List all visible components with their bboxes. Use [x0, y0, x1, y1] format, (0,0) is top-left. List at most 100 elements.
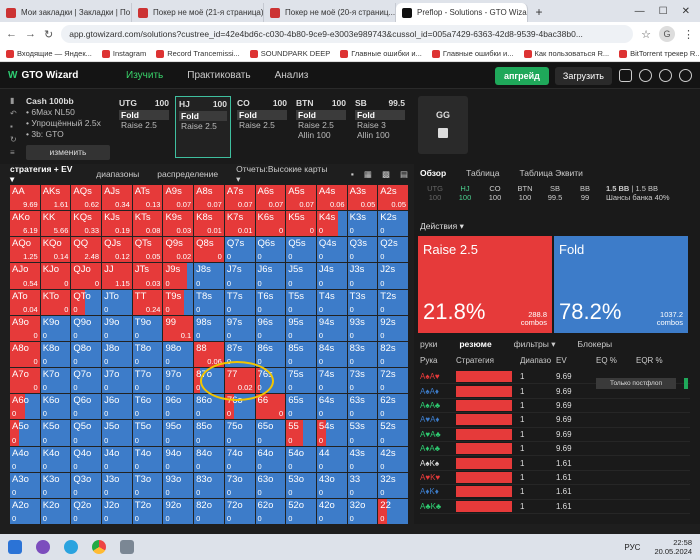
telegram-icon[interactable]: [64, 540, 78, 554]
browser-tab[interactable]: Preflop - Solutions - GTO Wiza...✕: [396, 3, 528, 22]
hand-cell[interactable]: Q8s 0: [194, 237, 224, 263]
hand-cell[interactable]: Q8o 0: [71, 341, 102, 368]
col-eqr[interactable]: EQR %: [636, 356, 663, 365]
hand-cell[interactable]: T9o 0: [132, 315, 163, 341]
col-range[interactable]: Диапазо: [520, 356, 552, 365]
hand-cell[interactable]: 96s 0: [255, 315, 286, 341]
hand-cell[interactable]: T3s 0: [347, 289, 378, 315]
hand-cell[interactable]: A5o 0: [10, 420, 40, 446]
hand-cell[interactable]: T5s 0: [286, 289, 316, 315]
hand-cell[interactable]: 86s 0: [255, 341, 286, 368]
undo-icon[interactable]: ↶: [10, 109, 17, 118]
hand-cell[interactable]: K6o 0: [40, 394, 71, 420]
hand-cell[interactable]: 85s 0: [286, 341, 316, 368]
hand-cell[interactable]: QJo 0: [71, 263, 102, 289]
hand-cell[interactable]: T8s 0: [194, 289, 224, 315]
hand-cell[interactable]: 93s 0: [347, 315, 378, 341]
back-icon[interactable]: ←: [6, 28, 17, 40]
bookmark-item[interactable]: Instagram: [101, 49, 146, 58]
hand-cell[interactable]: 82o 0: [194, 498, 224, 524]
hand-cell[interactable]: J6s 0: [255, 263, 286, 289]
hand-cell[interactable]: A6o 0: [10, 394, 40, 420]
hand-cell[interactable]: 99 0.1: [163, 315, 194, 341]
hand-cell[interactable]: 96o 0: [163, 394, 194, 420]
hand-cell[interactable]: K8o 0: [40, 341, 71, 368]
tab-overview[interactable]: Обзор: [420, 168, 447, 178]
tab-filters[interactable]: фильтры ▾: [513, 339, 556, 349]
hand-cell[interactable]: J4s 0: [316, 263, 347, 289]
hand-cell[interactable]: J8o 0: [102, 341, 132, 368]
hand-cell[interactable]: T4s 0: [316, 289, 347, 315]
hand-cell[interactable]: J4o 0: [102, 446, 132, 472]
hand-cell[interactable]: T5o 0: [132, 420, 163, 446]
hand-cell[interactable]: KTo 0: [40, 289, 71, 315]
position-action[interactable]: Fold: [296, 110, 346, 120]
hand-cell[interactable]: Q6s 0: [255, 237, 286, 263]
browser-tab[interactable]: Покер не моё (21-я страница)...✕: [132, 3, 264, 22]
grid-view-icon[interactable]: ▪: [350, 168, 354, 179]
position-action[interactable]: Raise 3: [357, 120, 386, 130]
tab-table[interactable]: Таблица: [466, 168, 500, 178]
url-input[interactable]: app.gtowizard.com/solutions?custree_id=4…: [61, 25, 634, 43]
hand-cell[interactable]: Q4o 0: [71, 446, 102, 472]
hand-cell[interactable]: 64s 0: [316, 394, 347, 420]
hand-cell[interactable]: 73o 0: [224, 472, 255, 498]
hand-cell[interactable]: 97o 0: [163, 368, 194, 394]
hand-cell[interactable]: 85o 0: [194, 420, 224, 446]
hand-cell[interactable]: 42s 0: [378, 446, 408, 472]
hand-cell[interactable]: K4s 0: [316, 211, 347, 237]
hand-cell[interactable]: 43o 0: [316, 472, 347, 498]
save-icon[interactable]: ▪: [10, 122, 13, 131]
hand-cell[interactable]: A4o 0: [10, 446, 40, 472]
hand-cell[interactable]: J6o 0: [102, 394, 132, 420]
hand-cell[interactable]: Q9o 0: [71, 315, 102, 341]
hand-cell[interactable]: 32o 0: [347, 498, 378, 524]
strip-position[interactable]: BTN 100: [510, 184, 540, 202]
col-eq[interactable]: EQ %: [596, 356, 617, 365]
minimize-icon[interactable]: —: [634, 6, 645, 17]
hand-cell[interactable]: J7o 0: [102, 368, 132, 394]
hand-cell[interactable]: 73s 0: [347, 368, 378, 394]
hand-cell[interactable]: 74o 0: [224, 446, 255, 472]
hand-row[interactable]: A♥K♥ 1 1.61: [420, 471, 690, 486]
hand-cell[interactable]: A8s 0.07: [194, 185, 224, 211]
raise-summary[interactable]: Raise 2.5 21.8% 288.8 combos: [418, 236, 552, 333]
hand-cell[interactable]: QQ 2.48: [71, 237, 102, 263]
hand-cell[interactable]: Q2s 0: [378, 237, 408, 263]
position-action[interactable]: Fold: [237, 110, 287, 120]
hand-cell[interactable]: 52o 0: [286, 498, 316, 524]
hand-row[interactable]: A♠K♠ 1 1.61: [420, 456, 690, 471]
hand-cell[interactable]: K3s 0: [347, 211, 378, 237]
hand-cell[interactable]: KTs 0.08: [132, 211, 163, 237]
hand-row[interactable]: A♠A♥ 1 9.69: [420, 370, 690, 385]
hand-row[interactable]: A♠A♣ 1 9.69: [420, 399, 690, 414]
bookmark-item[interactable]: BitTorrent трекер R...: [619, 49, 700, 58]
actions-dropdown[interactable]: Действия ▾: [420, 221, 464, 231]
col-strategy[interactable]: Стратегия: [456, 356, 494, 365]
hand-row[interactable]: A♣K♣ 1 1.61: [420, 500, 690, 514]
tab-strategy-ev[interactable]: стратегия + EV ▾: [10, 163, 73, 184]
hand-cell[interactable]: 32s 0: [378, 472, 408, 498]
hand-cell[interactable]: 33 0: [347, 472, 378, 498]
nav-study[interactable]: Изучить: [126, 70, 164, 81]
hand-cell[interactable]: T7s 0: [224, 289, 255, 315]
hand-cell[interactable]: Q5o 0: [71, 420, 102, 446]
hand-cell[interactable]: 95o 0: [163, 420, 194, 446]
upgrade-button[interactable]: апгрейд: [494, 66, 549, 85]
position-action[interactable]: Raise 2.5: [239, 120, 275, 130]
hand-cell[interactable]: 66 0: [255, 394, 286, 420]
viber-icon[interactable]: [36, 540, 50, 554]
bookmark-item[interactable]: Как пользоваться R...: [523, 49, 609, 58]
hand-cell[interactable]: JTo 0: [102, 289, 132, 315]
close-window-icon[interactable]: ✕: [681, 6, 690, 17]
hand-cell[interactable]: Q2o 0: [71, 498, 102, 524]
hand-cell[interactable]: 22 0: [378, 498, 408, 524]
language-indicator[interactable]: РУС: [624, 542, 641, 552]
hand-cell[interactable]: 92o 0: [163, 498, 194, 524]
hand-cell[interactable]: K3o 0: [40, 472, 71, 498]
forward-icon[interactable]: →: [25, 28, 36, 40]
app-icon[interactable]: [120, 540, 134, 554]
fold-summary[interactable]: Fold 78.2% 1037.2 combos: [554, 236, 688, 333]
hand-cell[interactable]: QTo 0: [71, 289, 102, 315]
hand-cell[interactable]: AJs 0.34: [102, 185, 132, 211]
